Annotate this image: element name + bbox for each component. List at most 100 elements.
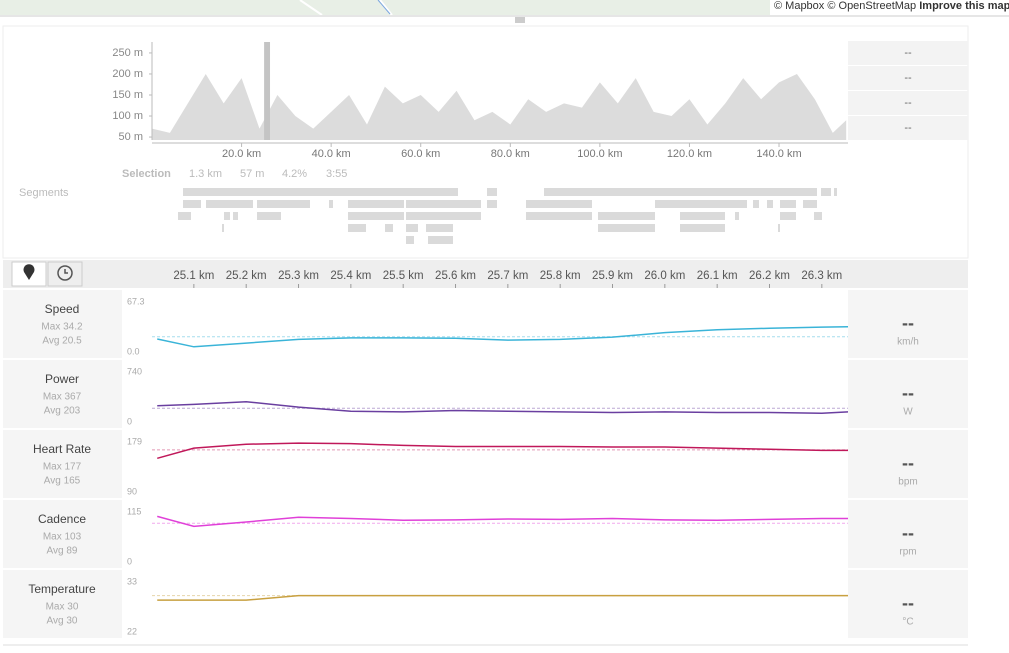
- stream-avg: Avg 165: [44, 476, 81, 487]
- clock-icon: [57, 265, 73, 281]
- value-box: [848, 360, 968, 428]
- current-value: --: [902, 313, 914, 333]
- segment-bar[interactable]: [206, 200, 253, 208]
- plot-area: [122, 570, 848, 638]
- y-tick-label: 33: [127, 576, 137, 586]
- y-tick-label: 200 m: [112, 68, 143, 80]
- segment-bar[interactable]: [735, 212, 739, 220]
- segment-bar[interactable]: [778, 224, 780, 232]
- segment-bar[interactable]: [348, 200, 404, 208]
- label-box: [3, 500, 122, 568]
- segment-bar[interactable]: [406, 224, 418, 232]
- segment-bar[interactable]: [183, 188, 458, 196]
- x-tick-label: 26.0 km: [644, 270, 685, 282]
- label-box: [3, 360, 122, 428]
- segment-bar[interactable]: [385, 224, 393, 232]
- plot-area: [122, 430, 848, 498]
- elevation-area: [152, 73, 847, 140]
- stream-max: Max 103: [43, 532, 82, 543]
- x-tick-label: 25.9 km: [592, 270, 633, 282]
- stat-box: [848, 91, 968, 115]
- x-tick-label: 140.0 km: [756, 148, 801, 160]
- x-tick-label: 40.0 km: [312, 148, 351, 160]
- segment-bar[interactable]: [224, 212, 230, 220]
- segment-bars: [178, 188, 837, 244]
- segment-bar[interactable]: [680, 224, 725, 232]
- segment-bar[interactable]: [655, 200, 747, 208]
- segment-bar[interactable]: [406, 212, 481, 220]
- segment-bar[interactable]: [329, 200, 333, 208]
- stream-line: [157, 594, 848, 601]
- current-value: --: [902, 453, 914, 473]
- segment-bar[interactable]: [487, 188, 497, 196]
- segment-bar[interactable]: [348, 212, 404, 220]
- x-tick-label: 25.2 km: [226, 270, 267, 282]
- segment-bar[interactable]: [680, 212, 725, 220]
- plot-area: [122, 290, 848, 358]
- segment-bar[interactable]: [183, 200, 201, 208]
- value-box: [848, 430, 968, 498]
- selection-grade: 4.2%: [282, 168, 307, 180]
- selection-label: Selection: [122, 168, 171, 180]
- y-tick-label: 115: [127, 506, 141, 516]
- x-tick-label: 60.0 km: [401, 148, 440, 160]
- plot-area: [122, 360, 848, 428]
- pin-icon: [23, 264, 35, 280]
- selection-distance: 1.3 km: [189, 168, 222, 180]
- stream-max: Max 30: [46, 602, 79, 613]
- stream-avg: Avg 89: [47, 546, 78, 557]
- segment-bar[interactable]: [406, 200, 481, 208]
- segment-bar[interactable]: [426, 224, 453, 232]
- x-tick-label: 100.0 km: [577, 148, 622, 160]
- x-tick-label: 26.1 km: [697, 270, 738, 282]
- unit: °C: [902, 617, 913, 628]
- segment-bar[interactable]: [780, 212, 796, 220]
- stream-name: Heart Rate: [33, 442, 91, 456]
- stream-line: [157, 442, 848, 460]
- improve-link[interactable]: Improve this map: [919, 0, 1009, 12]
- y-tick-label: 22: [127, 626, 137, 636]
- x-tick-label: 25.3 km: [278, 270, 319, 282]
- segment-bar[interactable]: [544, 188, 817, 196]
- segment-bar[interactable]: [803, 200, 817, 208]
- x-tick-label: 26.2 km: [749, 270, 790, 282]
- segment-bar[interactable]: [821, 188, 831, 196]
- stream-avg: Avg 30: [47, 616, 78, 627]
- segment-bar[interactable]: [814, 212, 822, 220]
- stat-value: --: [904, 72, 912, 84]
- segment-bar[interactable]: [526, 200, 592, 208]
- y-tick-label: 150 m: [112, 89, 143, 101]
- unit: rpm: [899, 547, 916, 558]
- segment-bar[interactable]: [487, 200, 497, 208]
- segment-bar[interactable]: [257, 212, 281, 220]
- stream-max: Max 34.2: [41, 322, 83, 333]
- y-tick-label: 0.0: [127, 346, 140, 356]
- value-box: [848, 500, 968, 568]
- stream-max: Max 177: [43, 462, 82, 473]
- segment-bar[interactable]: [834, 188, 837, 196]
- segment-bar[interactable]: [178, 212, 191, 220]
- segment-bar[interactable]: [406, 236, 414, 244]
- map-river: [377, 0, 391, 15]
- resize-handle[interactable]: [515, 17, 525, 23]
- segment-bar[interactable]: [767, 200, 773, 208]
- y-tick-label: 740: [127, 366, 142, 376]
- current-value: --: [902, 593, 914, 613]
- y-tick-label: 50 m: [119, 131, 143, 143]
- segment-bar[interactable]: [598, 212, 655, 220]
- segment-bar[interactable]: [233, 212, 238, 220]
- stat-value: --: [904, 97, 912, 109]
- segment-bar[interactable]: [753, 200, 759, 208]
- segment-bar[interactable]: [222, 224, 224, 232]
- stat-box: [848, 41, 968, 65]
- segment-bar[interactable]: [428, 236, 453, 244]
- segment-bar[interactable]: [598, 224, 655, 232]
- segment-bar[interactable]: [348, 224, 366, 232]
- segment-bar[interactable]: [780, 200, 796, 208]
- attribution-bg: [770, 0, 1009, 15]
- segment-bar[interactable]: [257, 200, 310, 208]
- selection-elevation: 57 m: [240, 168, 264, 180]
- segment-bar[interactable]: [526, 212, 592, 220]
